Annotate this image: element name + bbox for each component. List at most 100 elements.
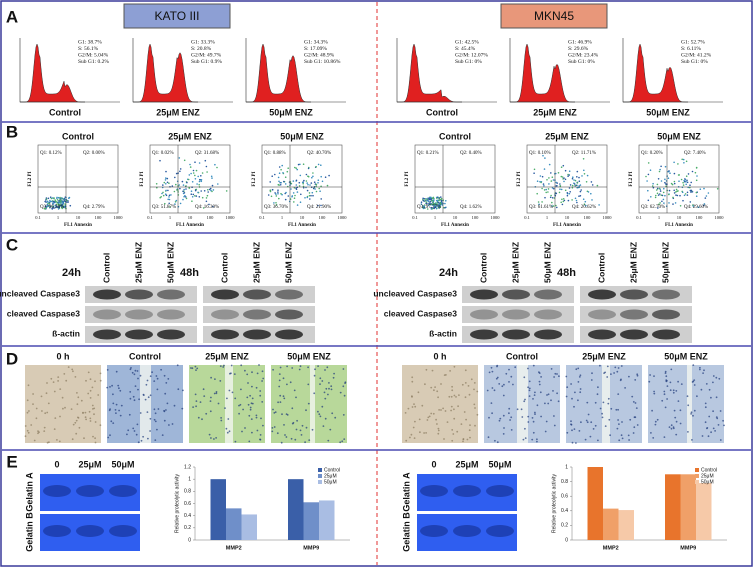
cell-dot bbox=[106, 369, 109, 371]
scatter-dot bbox=[298, 185, 301, 187]
cell-dot bbox=[244, 369, 246, 372]
cell-dot bbox=[343, 394, 346, 397]
scatter-dot bbox=[536, 180, 539, 182]
cell-dot bbox=[589, 435, 592, 438]
legend-swatch bbox=[318, 468, 322, 472]
bar bbox=[226, 508, 242, 540]
scatter-dot bbox=[274, 173, 276, 176]
scatter-dot bbox=[274, 192, 276, 194]
scatter-dot bbox=[285, 191, 287, 194]
cell-dot bbox=[282, 377, 285, 380]
cell-dot bbox=[85, 379, 87, 382]
scatter-dot bbox=[661, 194, 664, 197]
scatter-dot bbox=[426, 198, 429, 201]
cell-dot bbox=[202, 388, 205, 391]
scatter-dot bbox=[568, 174, 571, 176]
cell-dot bbox=[154, 439, 157, 441]
gel-band bbox=[76, 485, 104, 497]
blot-band bbox=[157, 289, 185, 300]
cell-dot bbox=[35, 417, 38, 420]
cell-dot bbox=[343, 438, 346, 440]
scatter-dot bbox=[284, 198, 287, 201]
scatter-dot bbox=[691, 191, 694, 193]
scatter-dot bbox=[585, 204, 587, 207]
scatter-dot bbox=[564, 178, 567, 181]
quadrant-value: Q4: 2.79% bbox=[83, 205, 105, 210]
cell-dot bbox=[468, 393, 471, 396]
scatter-dot bbox=[690, 191, 692, 193]
cell-dot bbox=[282, 395, 285, 398]
cell-dot bbox=[292, 421, 295, 424]
scatter-dot bbox=[205, 200, 208, 203]
cell-dot bbox=[332, 376, 335, 379]
scatter-dot bbox=[695, 167, 698, 169]
cell-dot bbox=[279, 394, 282, 397]
scatter-dot bbox=[201, 172, 204, 174]
scatter-dot bbox=[302, 163, 305, 165]
scatter-dot bbox=[312, 175, 314, 178]
axis-tick-label: 10 bbox=[300, 215, 305, 220]
cell-dot bbox=[491, 412, 493, 415]
cell-dot bbox=[307, 383, 310, 386]
cell-dot bbox=[256, 372, 259, 375]
cell-dot bbox=[139, 412, 142, 414]
scatter-dot bbox=[280, 181, 282, 184]
cell-dot bbox=[109, 434, 111, 437]
scatter-dot bbox=[278, 172, 281, 174]
scatter-dot bbox=[673, 189, 675, 192]
cell-dot bbox=[524, 427, 526, 430]
scatter-dot bbox=[68, 196, 71, 199]
cell-dot bbox=[424, 383, 426, 386]
gel-band bbox=[109, 485, 137, 497]
cell-dot bbox=[191, 367, 194, 370]
cell-dot bbox=[594, 401, 597, 404]
blot-band bbox=[211, 329, 239, 340]
scatter-dot bbox=[179, 187, 181, 190]
scatter-dot bbox=[675, 188, 678, 191]
cell-dot bbox=[291, 367, 294, 369]
scatter-dot bbox=[58, 206, 60, 209]
scatter-dot bbox=[673, 161, 675, 164]
cell-dot bbox=[240, 364, 243, 367]
cell-dot bbox=[634, 379, 637, 381]
cell-dot bbox=[324, 417, 327, 420]
scatter-dot bbox=[52, 206, 54, 209]
cell-dot bbox=[606, 376, 609, 378]
scatter-dot bbox=[568, 187, 571, 189]
cell-dot bbox=[280, 441, 283, 444]
histogram bbox=[246, 43, 311, 103]
legend-label: 25μM bbox=[701, 473, 714, 479]
scatter-dot bbox=[162, 194, 165, 197]
cell-dot bbox=[664, 406, 667, 409]
scatter-dot bbox=[686, 181, 689, 184]
cell-dot bbox=[307, 366, 309, 369]
scatter-dot bbox=[676, 194, 679, 197]
cell-dot bbox=[273, 426, 276, 428]
cell-dot bbox=[501, 385, 504, 388]
scatter-dot bbox=[162, 184, 164, 186]
scatter-dot bbox=[290, 188, 292, 190]
cell-dot bbox=[91, 404, 94, 407]
cell-dot bbox=[72, 370, 74, 373]
scatter-dot bbox=[576, 186, 578, 189]
scatter-dot bbox=[542, 183, 545, 185]
y-tick-label: 0.8 bbox=[184, 489, 191, 495]
scatter-dot bbox=[672, 203, 674, 205]
cell-dot bbox=[652, 437, 655, 439]
gel-band bbox=[453, 525, 481, 537]
scatter-dot bbox=[44, 205, 47, 207]
cell-dot bbox=[470, 378, 473, 381]
scatter-dot bbox=[317, 179, 320, 181]
cycle-stat: S: 56.1% bbox=[78, 46, 99, 52]
axis-tick-label: 10 bbox=[76, 215, 81, 220]
scatter-dot bbox=[183, 195, 185, 198]
scatter-dot bbox=[281, 164, 284, 167]
axis-tick-label: 100 bbox=[207, 215, 215, 220]
scatter-dot bbox=[304, 197, 306, 199]
scatter-dot bbox=[690, 181, 692, 184]
cell-dot bbox=[328, 387, 330, 390]
scatter-dot bbox=[204, 159, 207, 162]
cell-dot bbox=[321, 405, 324, 408]
cell-dot bbox=[71, 438, 74, 441]
cell-dot bbox=[298, 368, 301, 371]
